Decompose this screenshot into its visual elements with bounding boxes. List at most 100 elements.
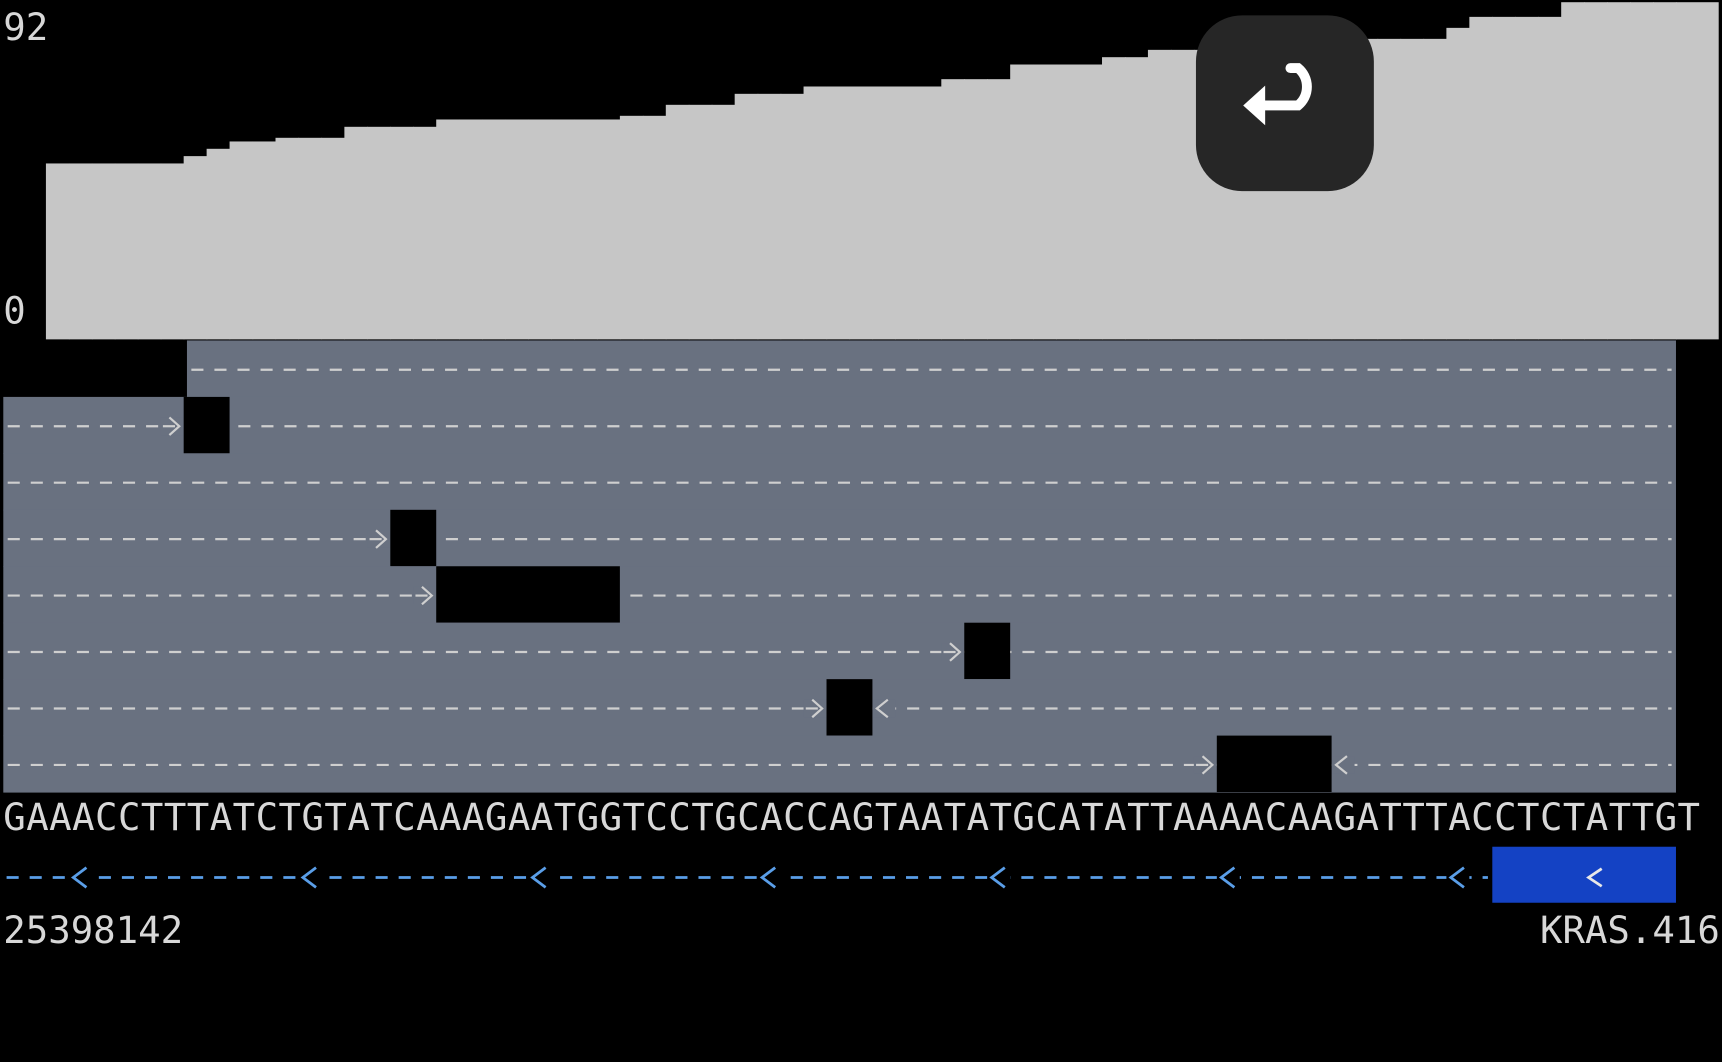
coverage-bar <box>252 141 277 340</box>
coverage-bar <box>1492 16 1516 340</box>
coverage-bar <box>596 119 621 340</box>
coverage-bar <box>1170 49 1195 340</box>
coverage-bar <box>1423 38 1448 340</box>
coverage-bar <box>160 163 185 340</box>
coverage-bar <box>206 148 231 340</box>
gene-label: KRAS.416 <box>1540 908 1720 952</box>
coverage-tick-label: 92 <box>3 5 48 49</box>
coverage-bar <box>665 104 690 340</box>
arrow-cell <box>872 699 896 718</box>
coverage-bar <box>1584 2 1608 340</box>
coverage-bar <box>1377 38 1402 340</box>
coverage-bar <box>183 156 208 340</box>
coverage-bar <box>849 86 874 340</box>
mismatch-block <box>390 509 437 567</box>
gene-arrow <box>70 866 88 889</box>
coverage-bar <box>390 126 414 340</box>
coverage-bar <box>482 119 506 340</box>
coverage-bar <box>1538 16 1562 340</box>
coverage-bar <box>298 137 323 340</box>
arrow-cell <box>68 866 92 889</box>
coverage-bar <box>688 104 713 340</box>
coverage-bar <box>321 137 346 340</box>
coverage-bar <box>1010 64 1034 340</box>
gene-arrow <box>989 866 1006 889</box>
coverage-track: 0 92 <box>3 2 1719 340</box>
coverage-bar <box>780 93 805 340</box>
coverage-bar <box>1607 2 1631 340</box>
coverage-bar <box>275 137 300 340</box>
coverage-bar <box>987 79 1011 340</box>
return-icon <box>1253 63 1312 111</box>
coverage-bar <box>459 119 483 340</box>
coverage-bar <box>1033 64 1057 340</box>
coverage-bar <box>551 119 575 340</box>
return-icon-head <box>1243 85 1266 126</box>
arrow-cell <box>757 866 781 889</box>
position-label: 25398142 <box>3 908 183 952</box>
read-arrow-head <box>949 642 962 662</box>
coverage-bar <box>1124 57 1149 340</box>
coverage-bar <box>918 86 942 340</box>
mismatch-block <box>826 679 873 736</box>
coverage-bar <box>1469 16 1493 340</box>
gene-arrow <box>1448 866 1465 889</box>
gene-arrow <box>759 866 777 889</box>
arrow-cell <box>1446 866 1470 889</box>
arrow-cell <box>298 866 322 889</box>
gene-track <box>6 846 1676 903</box>
coverage-bar <box>1147 49 1172 340</box>
coverage-bar <box>344 126 368 340</box>
coverage-bar <box>619 115 644 340</box>
exon-block <box>1492 846 1676 903</box>
mismatch-block <box>183 396 230 454</box>
coverage-bar <box>1446 27 1471 340</box>
coverage-bar <box>573 119 598 340</box>
mismatch-block <box>1216 735 1332 793</box>
coverage-bar <box>941 79 965 340</box>
coverage-tick-label: 0 <box>3 289 25 333</box>
coverage-bar <box>91 163 116 340</box>
coverage-bar <box>367 126 391 340</box>
coverage-bar <box>229 141 254 340</box>
coverage-bar <box>45 163 70 340</box>
coverage-bar <box>964 79 988 340</box>
coverage-bar <box>68 163 93 340</box>
coverage-bar <box>711 104 736 340</box>
coverage-bar <box>1056 64 1080 340</box>
coverage-bar <box>436 119 460 340</box>
mismatch-block <box>964 622 1011 680</box>
coverage-bar <box>528 119 552 340</box>
read-arrow-head <box>375 529 388 549</box>
mismatch-block <box>436 566 620 623</box>
coverage-bar <box>642 115 667 340</box>
coverage-bar <box>413 126 437 340</box>
coverage-bar <box>1653 2 1677 340</box>
arrow-cell <box>987 866 1011 889</box>
coverage-bar <box>1515 16 1539 340</box>
coverage-bar <box>1079 64 1103 340</box>
reads-track <box>3 340 1676 793</box>
coverage-bar <box>1561 2 1585 340</box>
coverage-bar <box>826 86 851 340</box>
return-button[interactable] <box>1195 15 1374 192</box>
read-arrow-head <box>875 698 889 719</box>
coverage-bar <box>803 86 828 340</box>
coverage-bar <box>872 86 897 340</box>
read-arrow-head <box>1201 755 1215 775</box>
exon-arrow <box>1586 867 1603 888</box>
coverage-bar <box>505 119 529 340</box>
gene-arrow <box>300 866 317 889</box>
coverage-bar <box>1400 38 1425 340</box>
read-arrow-head <box>1334 755 1348 775</box>
coverage-bar <box>137 163 162 340</box>
coverage-bar <box>1675 2 1719 340</box>
read-arrow-head <box>421 585 434 606</box>
arrow-cell <box>1216 866 1240 889</box>
gene-arrow <box>530 866 547 889</box>
gene-arrow <box>1218 866 1236 889</box>
coverage-bar <box>895 86 920 340</box>
arrow-cell <box>528 866 552 889</box>
read-arrow-head <box>168 416 181 436</box>
